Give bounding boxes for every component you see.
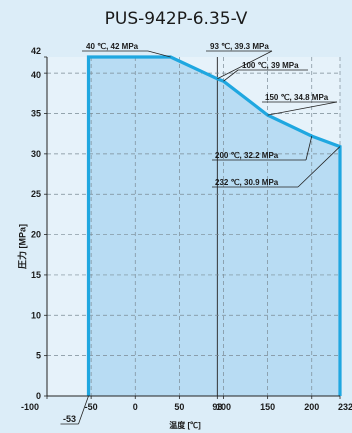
x-tick-label: -100 [21, 402, 39, 412]
y-tick-label: 40 [31, 70, 41, 80]
x-axis-label: 温度 [℃] [169, 421, 201, 430]
series-area-fill [88, 57, 340, 396]
y-tick-label: 30 [31, 149, 41, 159]
annotation-leader [305, 136, 313, 161]
x-tick-label: 150 [260, 402, 275, 412]
x-tick-label: 200 [304, 402, 319, 412]
annotation-label: 40 ℃, 42 MPa [86, 42, 139, 51]
x-tick-label: 50 [174, 402, 184, 412]
y-tick-label: 35 [31, 109, 41, 119]
annotation-leader [223, 69, 239, 82]
annotation-leader [297, 146, 341, 188]
x-tick-label: -50 [85, 402, 98, 412]
x-tick-label: 100 [216, 402, 231, 412]
annotation-leader [217, 50, 273, 80]
x-tick-label: 232 [338, 402, 352, 412]
y-tick-label: 10 [31, 310, 41, 320]
y-tick-label: 0 [36, 391, 41, 401]
y-tick-label: 25 [31, 189, 41, 199]
x-extra-leader [78, 395, 89, 425]
annotation-label: 100 ℃, 39 MPa [242, 61, 299, 70]
x-tick-label: 93 [212, 402, 222, 412]
annotation-label: 150 ℃, 34.8 MPa [265, 93, 329, 102]
annotation-leader [267, 101, 338, 116]
y-tick-label: 5 [36, 351, 41, 361]
y-tick-label: 20 [31, 230, 41, 240]
y-tick-label: 15 [31, 270, 41, 280]
x-extra-label: -53 [63, 414, 76, 424]
y-tick-label: 42 [31, 46, 41, 56]
annotation-label: 200 ℃, 32.2 MPa [215, 151, 279, 160]
annotation-leader [147, 50, 171, 58]
x-tick-label: 0 [133, 402, 138, 412]
chart-title: PUS-942P-6.35-V [104, 9, 248, 29]
annotation-label: 232 ℃, 30.9 MPa [215, 178, 279, 187]
annotation-label: 93 ℃, 39.3 MPa [210, 42, 269, 51]
